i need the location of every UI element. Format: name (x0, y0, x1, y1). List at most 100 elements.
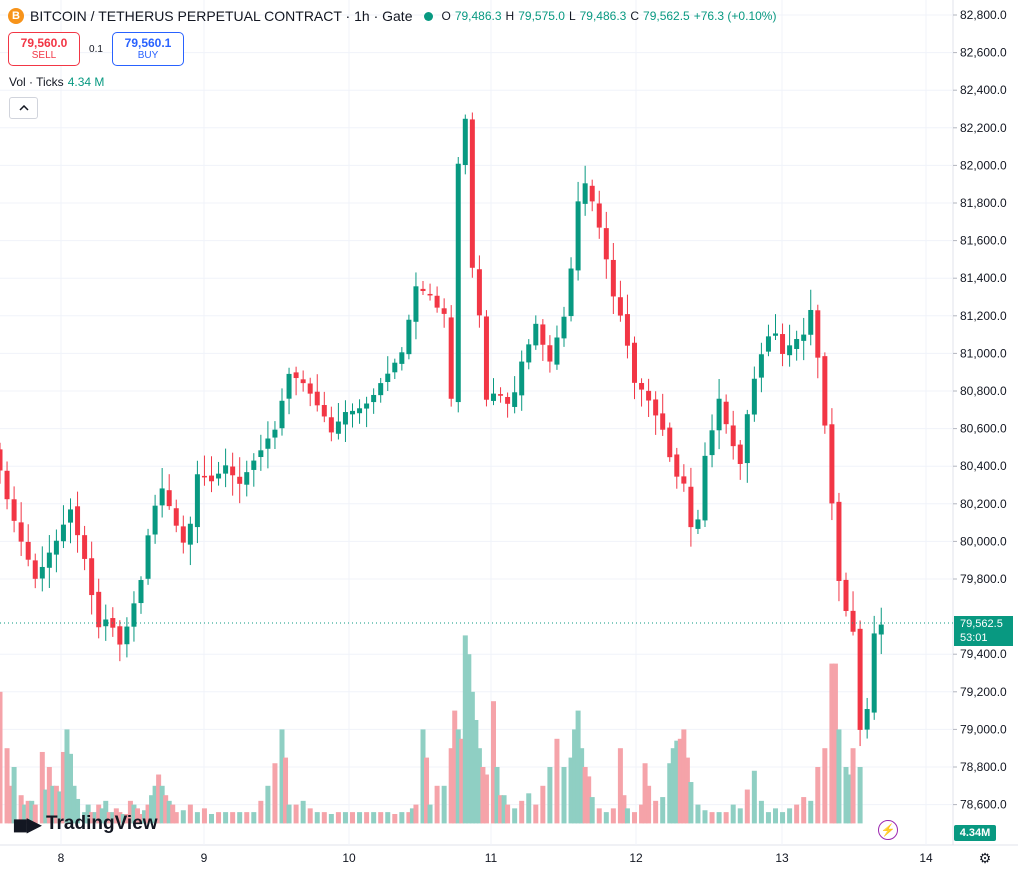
volume-legend[interactable]: Vol · Ticks 4.34 M (9, 75, 104, 89)
volume-bar (512, 808, 518, 824)
volume-bar (138, 814, 144, 824)
volume-bar (75, 798, 81, 824)
buy-label: BUY (137, 49, 159, 61)
candle (25, 541, 31, 560)
volume-bar (427, 804, 433, 824)
candles (0, 112, 884, 747)
candle (53, 540, 59, 555)
candle (89, 558, 95, 596)
bitcoin-icon: B (8, 8, 24, 24)
volume-bar (413, 804, 419, 824)
trade-panel: 79,560.0 SELL 0.1 79,560.1 BUY (8, 32, 184, 66)
volume-bar (283, 757, 289, 824)
y-tick-label: 82,400.0 (960, 83, 1007, 97)
volume-bar (519, 800, 525, 824)
volume-tag: 4.34M (954, 825, 996, 841)
candle (716, 398, 722, 431)
volume-bar (11, 767, 17, 824)
volume-bar (589, 797, 595, 824)
candle (223, 465, 229, 474)
volume-bar (857, 767, 863, 824)
volume-bar (420, 729, 426, 824)
candle (328, 417, 334, 433)
time-axis[interactable]: 8 9 10 11 12 13 14 (58, 851, 933, 865)
volume-bar (526, 793, 532, 824)
candle (201, 475, 207, 478)
volume-bar (448, 748, 454, 824)
candle (681, 476, 687, 484)
volume-bar (39, 751, 45, 824)
candle (230, 466, 236, 476)
volume-bar (265, 785, 271, 824)
volume-bar (279, 729, 285, 824)
lightning-icon[interactable]: ⚡ (878, 820, 898, 840)
candle (286, 373, 292, 399)
volume-bar (149, 795, 155, 824)
volume-bar (201, 808, 207, 824)
buy-button[interactable]: 79,560.1 BUY (112, 32, 184, 66)
candle (357, 408, 363, 414)
y-tick-label: 80,200.0 (960, 497, 1007, 511)
candle (540, 324, 546, 345)
tradingview-logo[interactable]: ◼▶ TradingView (12, 812, 158, 836)
volume-bar (103, 800, 109, 824)
candle (780, 334, 786, 354)
symbol-title[interactable]: BITCOIN / TETHERUS PERPETUAL CONTRACT · … (30, 8, 413, 24)
candle (321, 405, 327, 417)
volume-bar (406, 812, 412, 824)
volume-bar (350, 812, 355, 824)
low-label: L (568, 9, 576, 23)
volume-bar (808, 800, 814, 824)
volume-bar (244, 812, 250, 824)
candle (695, 519, 701, 529)
buy-price: 79,560.1 (124, 35, 172, 50)
volume-bar (71, 785, 77, 824)
volume-bar (156, 774, 162, 824)
candle (878, 624, 884, 635)
candle (364, 403, 370, 409)
volume-bar (166, 800, 172, 824)
volume-bar (610, 808, 616, 824)
volume-bar (501, 795, 507, 824)
volume-bar (480, 767, 486, 824)
volume-bar (209, 814, 214, 824)
volume-bar (399, 812, 405, 824)
volume-bar (473, 720, 479, 824)
candle (737, 444, 743, 464)
volume-bar (57, 791, 63, 824)
chevron-up-icon (18, 105, 29, 111)
candle (335, 421, 341, 434)
volume-bar (674, 740, 680, 824)
y-tick-label: 80,000.0 (960, 534, 1007, 548)
settings-icon[interactable]: ⚙ (978, 849, 992, 866)
candle (180, 526, 186, 543)
candle (526, 344, 532, 363)
candle (582, 183, 588, 204)
volume-bar (533, 804, 539, 824)
volume-bar (434, 785, 440, 824)
collapse-legend-button[interactable] (9, 97, 38, 119)
volume-bar (152, 785, 158, 824)
volume-bar (832, 663, 838, 824)
candle (815, 310, 821, 358)
candle (871, 633, 877, 713)
price-axis[interactable]: 82,800.0 82,600.0 82,400.0 82,200.0 82,000.0… (953, 8, 1007, 812)
volume-bar (314, 812, 320, 824)
volume-bar (142, 810, 148, 824)
volume-bar (113, 808, 119, 824)
volume-bar (230, 812, 236, 824)
market-status-icon (424, 11, 434, 21)
last-price-tag: 79,562.5 53:01 (954, 616, 1013, 646)
candle (469, 119, 475, 268)
volume-bar (801, 797, 807, 824)
volume-bar (223, 812, 229, 824)
candle (209, 475, 214, 482)
candle (744, 414, 750, 464)
volume-bar (617, 748, 623, 824)
volume-bar (452, 710, 458, 824)
sell-button[interactable]: 79,560.0 SELL (8, 32, 80, 66)
candle (420, 288, 426, 291)
candle (448, 317, 454, 399)
candle (427, 293, 433, 296)
